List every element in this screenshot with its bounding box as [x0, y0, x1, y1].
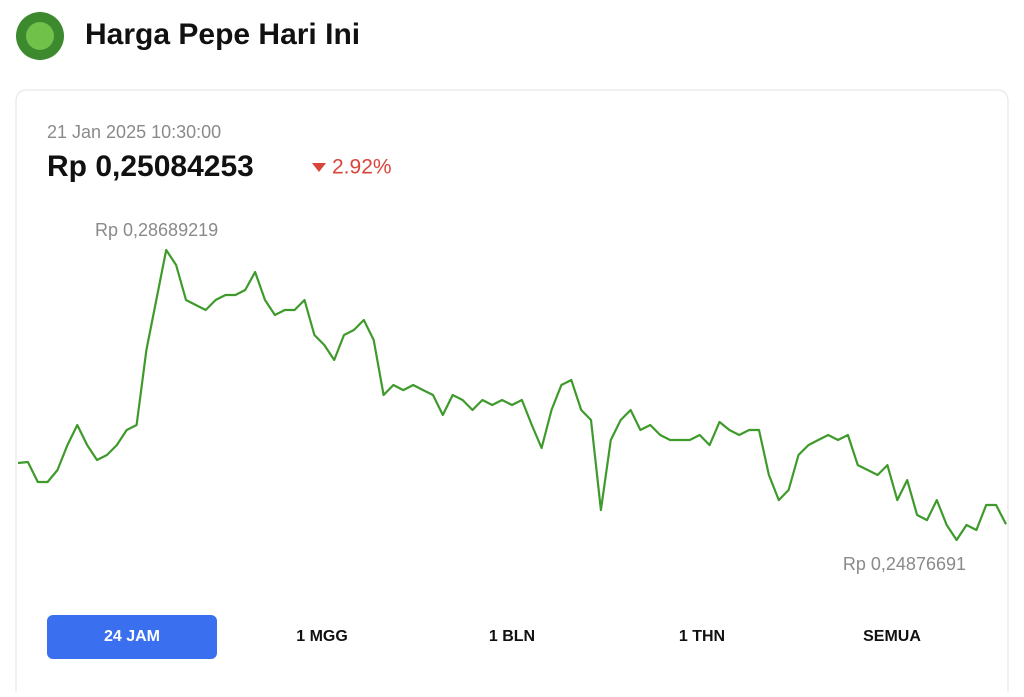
tab[interactable]: SEMUA — [863, 628, 921, 645]
range-tabs: 24 JAM 1 MGG 1 BLN 1 THN SEMUA — [47, 615, 921, 659]
low-label: Rp 0,24876691 — [843, 554, 966, 574]
chart-card — [15, 89, 1009, 697]
tab[interactable]: 24 JAM — [104, 628, 160, 645]
high-label: Rp 0,28689219 — [95, 220, 218, 240]
timestamp: 21 Jan 2025 10:30:00 — [47, 122, 221, 142]
tab[interactable]: 1 BLN — [489, 628, 535, 645]
tab-active-bg[interactable] — [47, 615, 217, 659]
price: Rp 0,25084253 — [47, 150, 254, 183]
page-title: Harga Pepe Hari Ini — [85, 18, 360, 51]
price-change: 2.92% — [332, 156, 392, 179]
price-line — [17, 248, 1007, 542]
tab[interactable]: 1 MGG — [296, 628, 348, 645]
tab[interactable]: 1 THN — [679, 628, 725, 645]
coin-icon-face — [26, 22, 54, 50]
down-arrow — [312, 163, 326, 172]
